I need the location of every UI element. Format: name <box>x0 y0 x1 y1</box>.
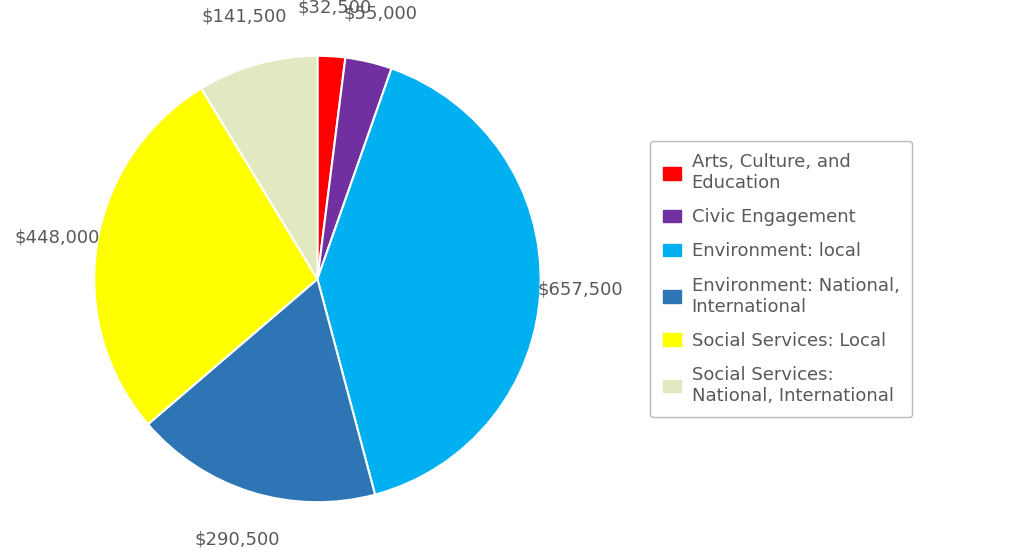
Wedge shape <box>202 56 317 279</box>
Text: $657,500: $657,500 <box>538 280 624 298</box>
Text: $290,500: $290,500 <box>195 530 280 548</box>
Legend: Arts, Culture, and
Education, Civic Engagement, Environment: local, Environment:: Arts, Culture, and Education, Civic Enga… <box>650 141 912 417</box>
Text: $141,500: $141,500 <box>201 8 287 26</box>
Text: $32,500: $32,500 <box>297 0 372 16</box>
Text: $448,000: $448,000 <box>14 229 100 247</box>
Wedge shape <box>317 69 541 494</box>
Wedge shape <box>317 57 391 279</box>
Text: $55,000: $55,000 <box>343 5 417 23</box>
Wedge shape <box>94 88 317 424</box>
Wedge shape <box>317 56 345 279</box>
Wedge shape <box>147 279 375 502</box>
